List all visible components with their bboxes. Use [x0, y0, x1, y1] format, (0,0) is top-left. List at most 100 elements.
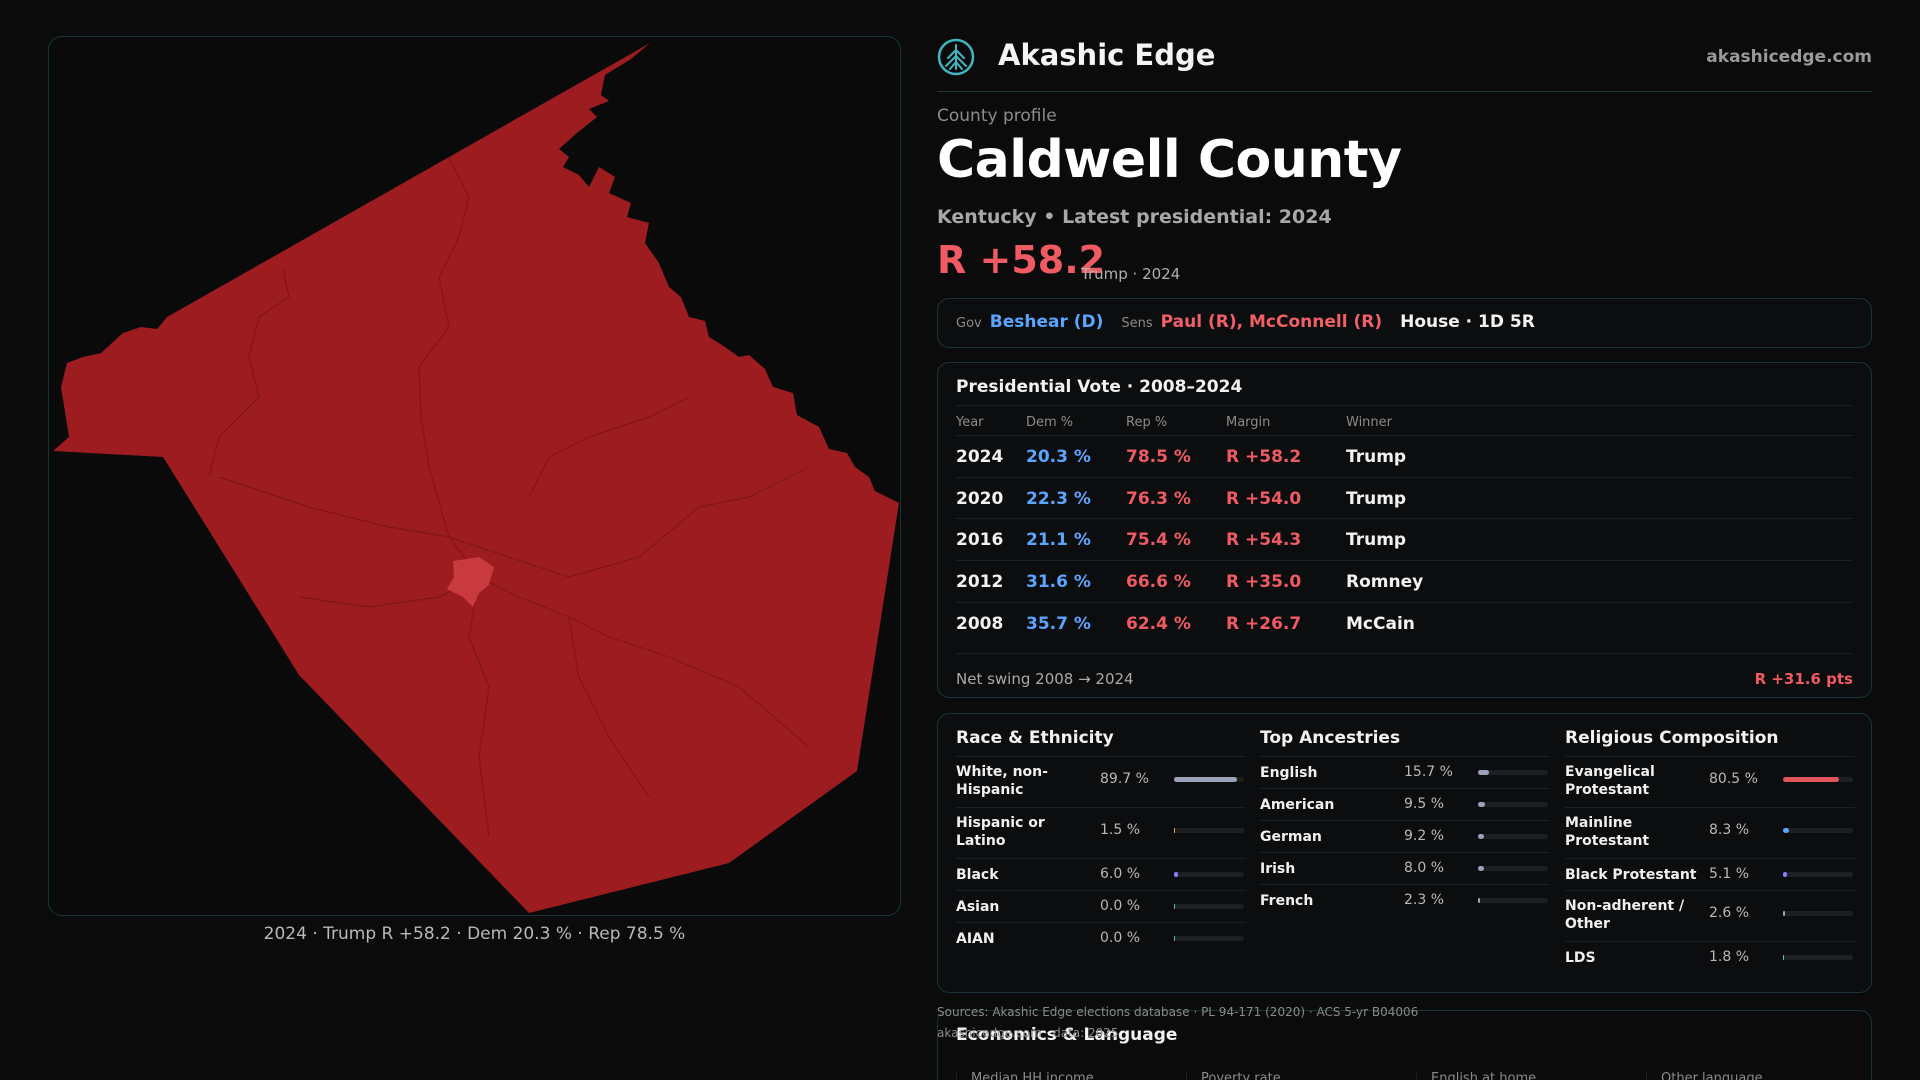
row-rep: 75.4 % [1126, 530, 1191, 550]
latest-margin: R +58.2 [937, 238, 1106, 282]
share-bar [1478, 802, 1548, 807]
vote-table-title: Presidential Vote · 2008–2024 [956, 377, 1243, 397]
list-item[interactable]: French 2.3 % [1260, 884, 1550, 916]
share-bar [1478, 770, 1548, 775]
item-label: Black [956, 867, 999, 883]
presidential-vote-card: Presidential Vote · 2008–2024 Year Dem %… [937, 362, 1872, 698]
row-margin: R +26.7 [1226, 614, 1302, 634]
vote-table-header: Year Dem % Rep % Margin Winner [956, 405, 1853, 435]
row-rep: 62.4 % [1126, 614, 1191, 634]
list-item[interactable]: Asian 0.0 % [956, 890, 1246, 922]
share-bar-fill [1174, 936, 1176, 941]
item-label: Hispanic or Latino [956, 815, 1045, 849]
sources-note: Sources: Akashic Edge elections database… [937, 1005, 1419, 1019]
gov-value: Beshear (D) [989, 312, 1104, 332]
map-caption: 2024 · Trump R +58.2 · Dem 20.3 % · Rep … [263, 924, 686, 944]
share-bar [1783, 872, 1853, 877]
table-row[interactable]: 2008 35.7 % 62.4 % R +26.7 McCain [956, 602, 1853, 644]
gov-label: Gov [956, 316, 982, 331]
list-item[interactable]: Evangelical Protestant 80.5 % [1565, 756, 1855, 807]
table-row[interactable]: 2020 22.3 % 76.3 % R +54.0 Trump [956, 477, 1853, 519]
row-dem: 22.3 % [1026, 489, 1091, 509]
item-value: 0.0 % [1100, 898, 1141, 914]
col-winner: Winner [1346, 415, 1393, 430]
item-label: American [1260, 797, 1335, 813]
share-bar-fill [1174, 828, 1176, 833]
item-label: Evangelical Protestant [1565, 764, 1655, 798]
list-item[interactable]: American 9.5 % [1260, 788, 1550, 820]
row-dem: 20.3 % [1026, 447, 1091, 467]
officials-card: Gov Beshear (D) Sens Paul (R), McConnell… [937, 298, 1872, 348]
row-winner: Trump [1346, 489, 1407, 509]
share-bar-fill [1783, 872, 1787, 877]
item-label: French [1260, 893, 1314, 909]
share-bar-fill [1783, 828, 1789, 833]
list-item[interactable]: English 15.7 % [1260, 756, 1550, 788]
item-value: 2.6 % [1709, 905, 1750, 921]
col-year: Year [956, 415, 984, 430]
list-item[interactable]: German 9.2 % [1260, 820, 1550, 852]
row-year: 2008 [956, 614, 1004, 634]
demographics-card: Race & Ethnicity White, non-Hispanic 89.7… [937, 713, 1872, 993]
row-year: 2012 [956, 572, 1004, 592]
list-item[interactable]: Irish 8.0 % [1260, 852, 1550, 884]
sens-value: Paul (R), McConnell (R) [1160, 312, 1383, 332]
list-item[interactable]: Black 6.0 % [956, 858, 1246, 890]
table-row[interactable]: 2012 31.6 % 66.6 % R +35.0 Romney [956, 560, 1853, 602]
share-bar-fill [1478, 770, 1489, 775]
row-rep: 66.6 % [1126, 572, 1191, 592]
list-item[interactable]: Black Protestant 5.1 % [1565, 858, 1855, 890]
econ-col-income: Median HH income [956, 1071, 1094, 1080]
item-label: Irish [1260, 861, 1296, 877]
brand-name[interactable]: Akashic Edge [998, 38, 1216, 72]
religion-title: Religious Composition [1565, 728, 1779, 748]
row-margin: R +58.2 [1226, 447, 1302, 467]
page-subtitle: Kentucky • Latest presidential: 2024 [937, 206, 1332, 228]
row-year: 2024 [956, 447, 1004, 467]
site-footer: akashicedge.com · data: 2025 [937, 1026, 1119, 1040]
item-value: 0.0 % [1100, 930, 1141, 946]
share-bar-fill [1174, 777, 1237, 782]
latest-margin-note: Trump · 2024 [1081, 265, 1181, 283]
share-bar-fill [1783, 955, 1785, 960]
share-bar [1478, 898, 1548, 903]
item-value: 9.2 % [1404, 828, 1445, 844]
list-item[interactable]: AIAN 0.0 % [956, 922, 1246, 954]
item-value: 1.8 % [1709, 949, 1750, 965]
economics-card: Economics & Language Median HH income Po… [937, 1010, 1872, 1080]
item-value: 2.3 % [1404, 892, 1445, 908]
share-bar [1783, 828, 1853, 833]
list-item[interactable]: LDS 1.8 % [1565, 941, 1855, 973]
row-margin: R +54.3 [1226, 530, 1302, 550]
county-seat-shape[interactable] [447, 557, 494, 607]
share-bar [1174, 777, 1244, 782]
item-label: White, non-Hispanic [956, 764, 1048, 798]
table-row[interactable]: 2024 20.3 % 78.5 % R +58.2 Trump [956, 435, 1853, 477]
list-item[interactable]: Hispanic or Latino 1.5 % [956, 807, 1246, 858]
item-value: 5.1 % [1709, 866, 1750, 882]
share-bar [1783, 911, 1853, 916]
list-item[interactable]: Non-adherent / Other 2.6 % [1565, 890, 1855, 941]
county-map-panel [48, 36, 901, 916]
net-swing-row: Net swing 2008 → 2024 R +31.6 pts [956, 653, 1853, 699]
row-winner: Romney [1346, 572, 1424, 592]
econ-col-english: English at home [1416, 1071, 1536, 1080]
list-item[interactable]: Mainline Protestant 8.3 % [1565, 807, 1855, 858]
table-row[interactable]: 2016 21.1 % 75.4 % R +54.3 Trump [956, 518, 1853, 560]
item-value: 1.5 % [1100, 822, 1141, 838]
county-map[interactable] [49, 37, 901, 916]
share-bar-fill [1478, 898, 1480, 903]
item-value: 9.5 % [1404, 796, 1445, 812]
share-bar [1174, 936, 1244, 941]
share-bar-fill [1478, 866, 1484, 871]
item-value: 15.7 % [1404, 764, 1453, 780]
brand-url-link[interactable]: akashicedge.com [1706, 47, 1872, 67]
item-label: LDS [1565, 950, 1596, 966]
sens-label: Sens [1121, 316, 1153, 331]
economics-title: Economics & Language [956, 1025, 1178, 1045]
econ-col-other-language: Other language [1646, 1071, 1763, 1080]
item-value: 8.0 % [1404, 860, 1445, 876]
list-item[interactable]: White, non-Hispanic 89.7 % [956, 756, 1246, 807]
brand-header: Akashic Edge akashicedge.com [937, 30, 1872, 92]
county-shape[interactable] [53, 43, 899, 913]
